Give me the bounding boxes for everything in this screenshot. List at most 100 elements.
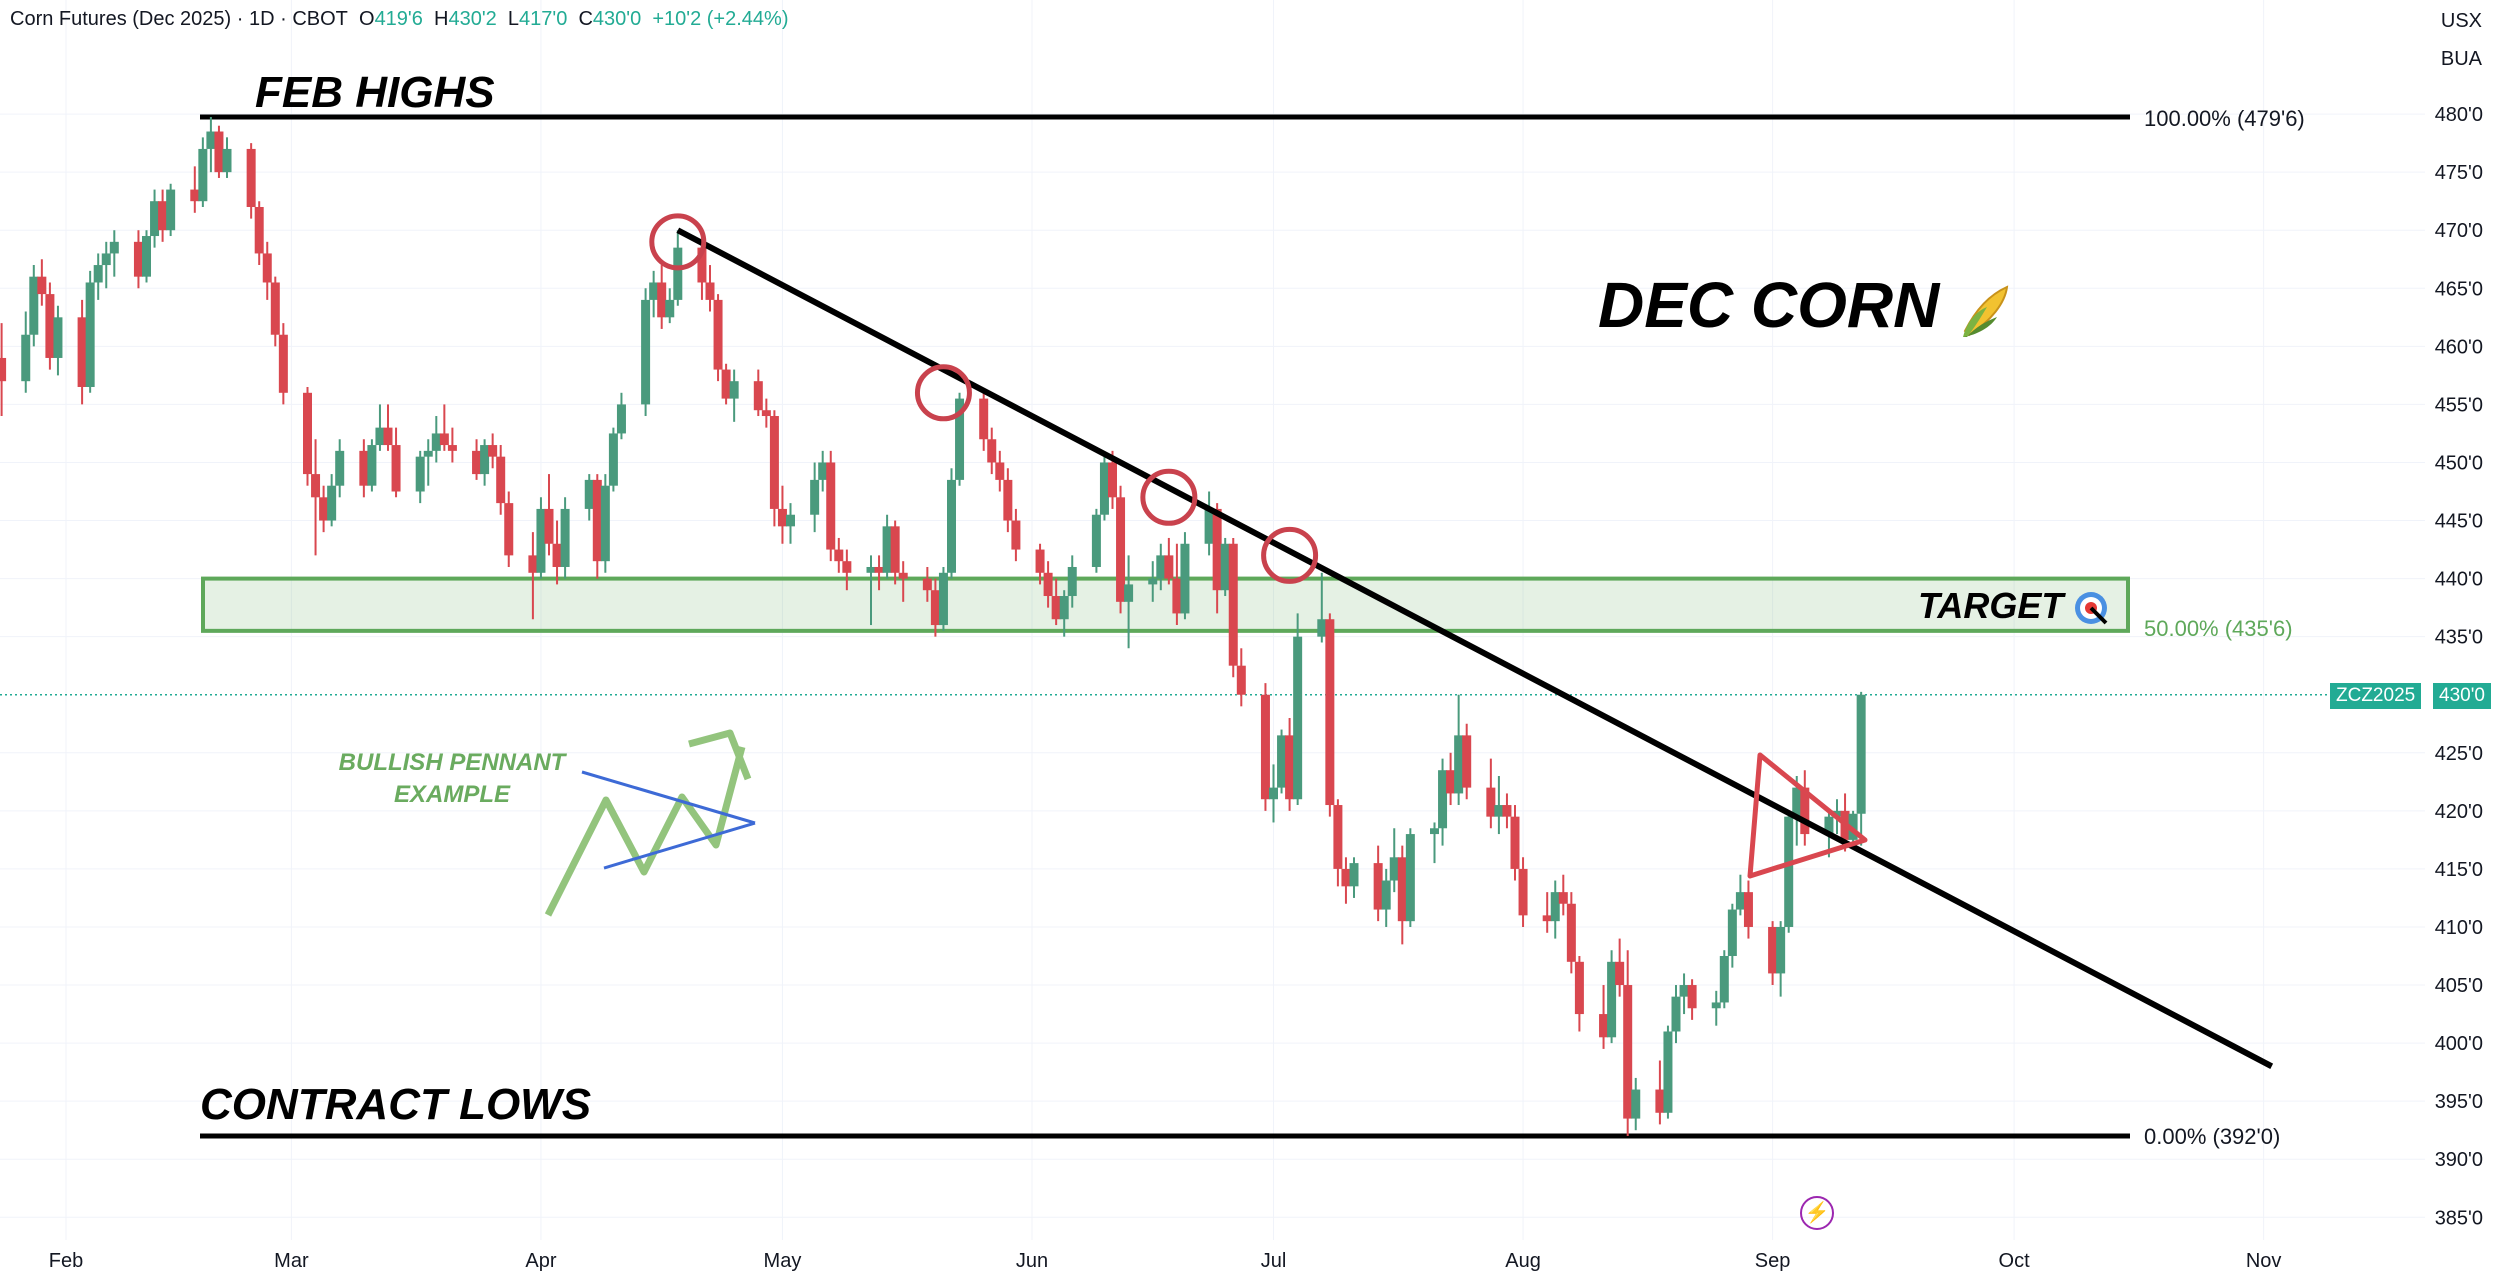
candle-body xyxy=(142,236,151,277)
candle-body xyxy=(1317,619,1327,637)
candle-body xyxy=(890,526,900,573)
live-pennant-drawing xyxy=(1747,752,1868,879)
pennant-label-line2: EXAMPLE xyxy=(393,781,510,808)
candle-body xyxy=(769,416,779,509)
x-tick-label: Jun xyxy=(1016,1250,1048,1272)
candle-body xyxy=(1148,578,1158,585)
candle-body xyxy=(1349,863,1359,887)
ticker-tag: ZCZ2025 xyxy=(2330,683,2422,709)
candle-body xyxy=(1623,985,1633,1119)
candle-body xyxy=(979,398,989,440)
candle-body xyxy=(1035,549,1045,573)
candle-body xyxy=(1792,787,1802,817)
candle-body xyxy=(1099,462,1109,515)
target-zone xyxy=(201,576,2130,633)
lightning-icon[interactable]: ⚡ xyxy=(1800,1196,1834,1230)
candle-body xyxy=(938,572,948,626)
candle-body xyxy=(536,508,546,573)
candle-body xyxy=(472,450,482,475)
candle-body xyxy=(1212,508,1222,591)
candle-body xyxy=(133,241,143,277)
candle-body xyxy=(641,299,651,405)
candle-body xyxy=(600,485,610,562)
candle-body xyxy=(1631,1089,1641,1119)
touch-circle xyxy=(914,364,972,422)
touch-circles xyxy=(649,213,1319,584)
candle-body xyxy=(753,381,763,411)
candle-body xyxy=(431,433,441,451)
live-pennant-triangle xyxy=(1747,752,1868,879)
x-axis: Feb Mar Apr May Jun Jul Aug Sep Oct Nov xyxy=(49,1250,2282,1272)
candle-body xyxy=(842,561,852,573)
low-value: 417'0 xyxy=(519,8,568,30)
candle-body xyxy=(1333,805,1343,869)
candle-body xyxy=(496,456,506,504)
candle-body xyxy=(335,450,345,486)
candle-body xyxy=(158,201,168,231)
feb-highs-label: FEB HIGHS xyxy=(255,68,495,117)
symbol-title: Corn Futures (Dec 2025) · 1D · CBOT xyxy=(10,8,348,30)
candle-body xyxy=(1856,694,1866,814)
pennant-example-path xyxy=(544,746,746,917)
candle-body xyxy=(222,148,232,173)
y-tick-label: 415'0 xyxy=(2435,859,2483,881)
candle-body xyxy=(810,479,820,515)
candle-body xyxy=(544,508,554,544)
y-tick-label: 385'0 xyxy=(2435,1207,2483,1229)
currency-label[interactable]: USX xyxy=(2440,10,2482,32)
candle-body xyxy=(77,317,87,387)
candle-body xyxy=(1454,735,1464,794)
touch-circle xyxy=(1261,526,1319,584)
x-tick-label: Feb xyxy=(49,1250,83,1272)
candle-body xyxy=(439,433,449,446)
candle-body xyxy=(818,462,828,480)
candle-body xyxy=(1438,770,1448,829)
candle-body xyxy=(488,445,498,457)
candle-body xyxy=(1285,735,1295,800)
candle-body xyxy=(1518,868,1528,916)
y-tick-label: 435'0 xyxy=(2435,627,2483,649)
candle-body xyxy=(1325,619,1335,806)
chart-header: Corn Futures (Dec 2025) · 1D · CBOT O419… xyxy=(10,8,788,31)
candle-body xyxy=(415,456,425,492)
candle-body xyxy=(1768,926,1778,974)
candle-body xyxy=(1220,543,1230,591)
contract-lows-label: CONTRACT LOWS xyxy=(200,1080,592,1129)
candle-body xyxy=(1615,961,1625,986)
candle-body xyxy=(198,148,208,202)
fib-levels xyxy=(0,114,2330,1139)
candle-body xyxy=(826,462,836,550)
x-tick-label: Sep xyxy=(1755,1250,1791,1272)
candle-body xyxy=(922,578,932,591)
open-value: 419'6 xyxy=(374,8,423,30)
candle-body xyxy=(109,241,119,254)
candle-body xyxy=(1389,857,1399,881)
x-tick-label: Jul xyxy=(1261,1250,1287,1272)
target-zone-rect xyxy=(201,576,2130,633)
candle-body xyxy=(608,433,618,486)
candle-body xyxy=(85,282,95,387)
candle-body xyxy=(1003,479,1013,521)
candle-body xyxy=(206,131,216,149)
candle-body xyxy=(584,479,594,509)
candle-body xyxy=(1832,810,1842,817)
unit-label[interactable]: BUA xyxy=(2440,48,2482,70)
candle-body xyxy=(673,247,683,300)
candle-body xyxy=(1800,787,1810,835)
candle-body xyxy=(423,450,433,457)
candle-body xyxy=(190,189,200,202)
candle-body xyxy=(303,392,312,475)
candle-body xyxy=(1373,863,1383,910)
candle-body xyxy=(101,253,111,266)
candle-body xyxy=(1446,770,1456,794)
candle-body xyxy=(1655,1089,1665,1113)
x-tick-label: May xyxy=(764,1250,802,1272)
candle-body xyxy=(777,508,787,527)
y-tick-label: 410'0 xyxy=(2435,917,2483,939)
y-tick-label: 405'0 xyxy=(2435,975,2483,997)
candle-body xyxy=(1011,520,1021,550)
candle-body xyxy=(592,479,602,562)
fib-50-label: 50.00% (435'6) xyxy=(2144,616,2293,641)
last-price-tag: 430'0 xyxy=(2433,683,2491,709)
close-key: C xyxy=(578,8,593,30)
